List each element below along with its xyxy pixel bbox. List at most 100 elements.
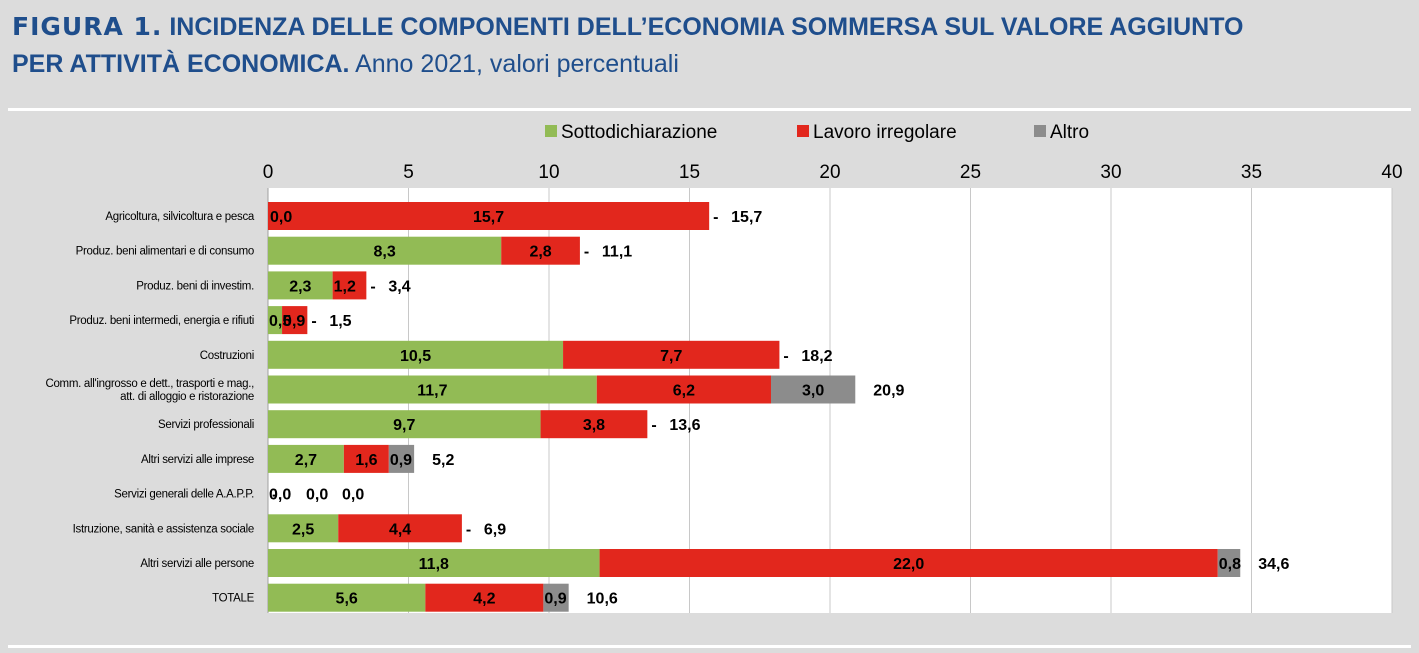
legend-swatch <box>797 125 809 137</box>
category-label: att. di alloggio e ristorazione <box>120 391 254 403</box>
bar-total-label: 1,5 <box>329 313 351 330</box>
bar-data-label: 11,8 <box>419 556 449 573</box>
x-tick-label: 35 <box>1241 162 1262 183</box>
bar-data-label: - <box>783 348 788 365</box>
legend-label: Sottodichiarazione <box>561 122 717 143</box>
bar-data-label: 0,9 <box>390 452 412 469</box>
figure-title: INCIDENZA DELLE COMPONENTI DELL’ECONOMIA… <box>169 13 1244 41</box>
bar-data-label: 15,7 <box>473 209 504 226</box>
bar-segment <box>268 202 710 230</box>
category-label: Altri servizi alle imprese <box>141 454 254 466</box>
category-label: Servizi professionali <box>158 419 254 431</box>
bar-data-label: 2,3 <box>289 278 311 295</box>
category-label: TOTALE <box>212 593 254 605</box>
bar-segment <box>425 583 544 612</box>
bar-segment <box>599 549 1218 577</box>
bar-data-label: 2,5 <box>292 521 314 538</box>
bar-total-label: 20,9 <box>873 383 904 400</box>
top-divider <box>8 108 1411 111</box>
bar-segment <box>268 306 283 335</box>
bar-segment <box>343 444 389 473</box>
title-line-1: FIGURA 1. INCIDENZA DELLE COMPONENTI DEL… <box>12 8 1412 46</box>
category-label: Produz. beni di investim. <box>136 280 254 292</box>
bar-data-label: 4,2 <box>473 591 495 608</box>
bar-data-label: 0,0 <box>270 209 292 226</box>
bar-segment <box>501 236 580 265</box>
bar-data-label: - <box>651 417 656 434</box>
bar-data-label: 0,8 <box>1219 556 1241 573</box>
bar-total-label: 5,2 <box>432 452 454 469</box>
bar-data-label: 0,0 <box>306 487 328 504</box>
bar-data-label: - <box>584 244 589 261</box>
bar-data-label: 3,8 <box>583 417 605 434</box>
bar-segment <box>268 514 339 543</box>
bar-total-label: 10,6 <box>587 591 618 608</box>
category-label: Istruzione, sanità e assistenza sociale <box>73 523 254 535</box>
bar-data-label: 1,6 <box>355 452 377 469</box>
bar-data-label: 2,7 <box>295 452 317 469</box>
category-label: Servizi generali delle A.A.P.P. <box>114 489 254 501</box>
bottom-divider <box>8 645 1411 648</box>
x-tick-label: 5 <box>403 162 414 183</box>
bar-data-label: 10,5 <box>400 348 431 365</box>
x-tick-label: 10 <box>538 162 559 183</box>
bar-data-label: 2,8 <box>529 244 551 261</box>
x-tick-label: 40 <box>1381 162 1402 183</box>
bar-data-label: 7,7 <box>660 348 682 365</box>
bar-data-label: 0,9 <box>544 591 566 608</box>
bar-total-label: 6,9 <box>484 521 506 538</box>
bar-data-label: 0,0 <box>269 487 291 504</box>
bar-segment <box>268 549 600 577</box>
bar-segment <box>563 340 780 369</box>
x-tick-label: 30 <box>1100 162 1121 183</box>
legend-label: Lavoro irregolare <box>813 122 957 143</box>
bar-data-label: 8,3 <box>373 244 395 261</box>
legend-label: Altro <box>1050 122 1089 143</box>
bar-segment <box>268 583 426 612</box>
category-label: Costruzioni <box>200 350 254 362</box>
bar-data-label: 1,2 <box>334 278 356 295</box>
bar-data-label: 6,2 <box>673 383 695 400</box>
bar-segment <box>268 410 541 439</box>
legend-swatch <box>545 125 557 137</box>
figure-subtitle: Anno 2021, valori percentuali <box>355 50 679 78</box>
bar-segment <box>543 583 569 612</box>
bar-segment <box>596 375 771 404</box>
bar-segment <box>332 271 367 300</box>
bar-segment <box>268 236 502 265</box>
bar-segment <box>268 271 333 300</box>
bar-total-label: 13,6 <box>669 417 700 434</box>
figure-title-continued: PER ATTIVITÀ ECONOMICA. <box>12 50 350 78</box>
bar-total-label: 34,6 <box>1258 556 1289 573</box>
bar-segment <box>268 340 564 369</box>
bar-total-label: 11,1 <box>602 244 632 261</box>
category-label: Comm. all'ingrosso e dett., trasporti e … <box>45 378 254 390</box>
bar-data-label: 9,7 <box>393 417 415 434</box>
bar-total-label: 15,7 <box>731 209 762 226</box>
bar-total-label: 3,4 <box>388 278 410 295</box>
x-tick-label: 15 <box>679 162 700 183</box>
bar-data-label: - <box>466 521 471 538</box>
bar-segment <box>1217 549 1241 577</box>
legend-swatch <box>1034 125 1046 137</box>
bar-segment <box>338 514 462 543</box>
bar-data-label: 22,0 <box>893 556 924 573</box>
bar-data-label: 4,4 <box>389 521 411 538</box>
category-label: Altri servizi alle persone <box>140 558 254 570</box>
bar-segment <box>282 306 308 335</box>
bar-total-label: 0,0 <box>342 487 364 504</box>
figure-label: FIGURA 1. <box>12 12 163 41</box>
bar-data-label: - <box>272 487 277 504</box>
bar-data-label: - <box>311 313 316 330</box>
bar-segment <box>770 375 856 404</box>
bar-data-label: - <box>370 278 375 295</box>
bar-segment <box>268 375 597 404</box>
x-tick-label: 20 <box>819 162 840 183</box>
category-label: Agricoltura, silvicoltura e pesca <box>105 211 255 223</box>
bar-data-label: 11,7 <box>417 383 447 400</box>
bar-data-label: 3,0 <box>802 383 824 400</box>
bar-data-label: 5,6 <box>336 591 358 608</box>
bar-total-label: 18,2 <box>801 348 832 365</box>
x-tick-label: 0 <box>263 162 274 183</box>
category-label: Produz. beni intermedi, energia e rifiut… <box>69 315 254 327</box>
